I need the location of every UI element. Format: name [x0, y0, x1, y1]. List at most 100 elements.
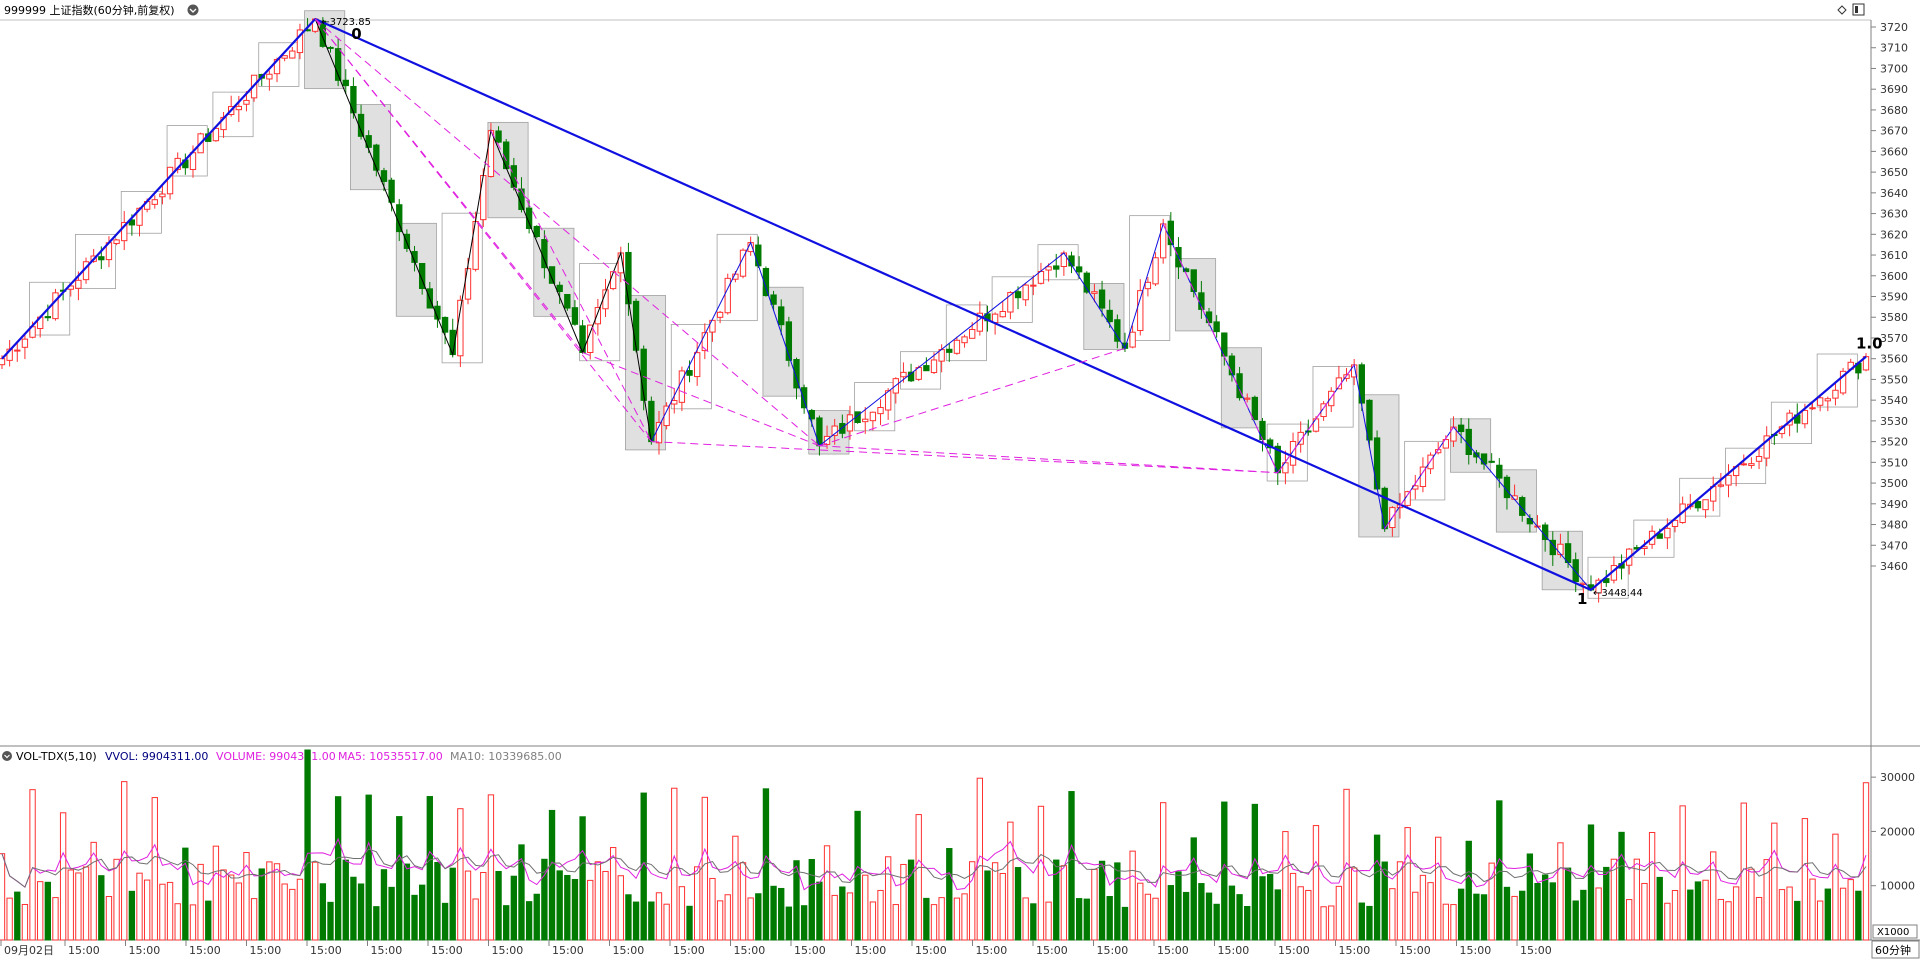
volume-bar-down	[357, 883, 365, 941]
time-tick-label: 15:00	[68, 944, 100, 957]
volume-bar-up	[823, 845, 831, 941]
time-tick-label: 15:00	[552, 944, 584, 957]
time-tick-label: 15:00	[310, 944, 342, 957]
fib-dashed-line	[582, 352, 820, 447]
range-box	[945, 304, 987, 362]
volume-bar-up	[1778, 889, 1786, 941]
candle-up	[1839, 370, 1847, 394]
ma5-line	[1, 837, 1867, 891]
volume-bar-down	[946, 848, 953, 941]
candles	[0, 17, 1870, 603]
candle-up	[1442, 439, 1450, 449]
candle-down	[686, 370, 693, 376]
candle-up	[1702, 499, 1709, 511]
volume-bar-up	[1320, 906, 1327, 941]
price-tick-label: 3460	[1880, 560, 1908, 573]
range-box	[1312, 366, 1354, 428]
price-tick-label: 3700	[1880, 62, 1908, 75]
candle-up	[1427, 454, 1434, 470]
ma5-label: MA5: 10535517.00	[338, 750, 443, 763]
candle-down	[1480, 453, 1488, 465]
chevron-down-icon[interactable]	[2, 751, 12, 761]
candle-up	[1809, 407, 1816, 410]
candle-down	[380, 170, 388, 182]
time-tick-label: 15:00	[976, 944, 1008, 957]
candle-up	[480, 175, 487, 221]
fib-dashed-line	[651, 441, 1278, 474]
chevron-down-icon[interactable]	[187, 4, 199, 16]
candle-up	[189, 152, 197, 170]
candle-up	[1129, 331, 1136, 348]
time-tick-label: 15:00	[1520, 944, 1552, 957]
time-tick-label: 15:00	[189, 944, 221, 957]
candle-down	[334, 48, 342, 81]
volume-bar-up	[930, 904, 938, 941]
candle-up	[1671, 519, 1679, 528]
volume-bar-up	[999, 872, 1006, 941]
candle-up	[1244, 397, 1251, 400]
volume-bar-down	[258, 868, 265, 941]
volume-bar-down	[1098, 860, 1106, 941]
candle-up	[14, 349, 21, 352]
volume-bar-up	[862, 874, 869, 941]
volume-bar-down	[1266, 873, 1274, 941]
volume-bar-down	[556, 870, 563, 941]
volume-bar-up	[1488, 862, 1495, 941]
candle-down	[839, 423, 846, 434]
candle-down	[327, 46, 334, 49]
candle-down	[793, 359, 800, 389]
range-box	[1679, 477, 1721, 517]
price-tick-label: 3630	[1880, 208, 1908, 221]
window-icon[interactable]	[1852, 3, 1865, 16]
period-box[interactable]: 60分钟	[1871, 940, 1920, 959]
volume-bar-up	[82, 866, 90, 941]
volume-bar-up	[1037, 805, 1045, 941]
volume-bar-down	[816, 881, 823, 941]
candle-down	[1083, 272, 1090, 293]
volume-bar-down	[1121, 906, 1129, 941]
volume-bar-up	[1679, 805, 1686, 941]
volume-bar-up	[1129, 850, 1136, 941]
candle-up	[1144, 281, 1152, 290]
candle-up	[877, 406, 884, 415]
volume-label: VOLUME: 9904311.00	[216, 750, 336, 763]
diamond-icon[interactable]	[1837, 5, 1847, 15]
candle-down	[1358, 364, 1365, 404]
volume-bar-down	[1564, 867, 1572, 941]
volume-bar-up	[1419, 874, 1427, 941]
volume-bar-up	[953, 897, 961, 941]
volume-bar-up	[1335, 885, 1343, 941]
unit-label: X1000	[1877, 927, 1909, 938]
volume-bar-down	[648, 901, 655, 941]
ma10-line	[1, 848, 1867, 888]
volume-bar-up	[1137, 882, 1144, 941]
price-tick-label: 3590	[1880, 291, 1908, 304]
candle-down	[1182, 268, 1190, 273]
time-tick-label: 15:00	[734, 944, 766, 957]
candle-up	[1404, 491, 1411, 506]
fib-dashed-line	[1162, 223, 1279, 473]
candle-up	[289, 50, 296, 59]
volume-bar-down	[808, 859, 815, 941]
volume-bar-down	[510, 875, 518, 941]
candle-up	[296, 29, 304, 54]
range-box	[1587, 556, 1629, 599]
volume-bar-down	[441, 902, 449, 941]
price-tick-label: 3490	[1880, 498, 1908, 511]
candle-down	[1572, 559, 1579, 583]
volume-bar-up	[0, 853, 6, 941]
volume-bar-up	[90, 841, 97, 941]
indicator-name: VOL-TDX(5,10)	[16, 750, 97, 763]
volume-tick-label: 20000	[1880, 825, 1915, 838]
price-tick-label: 3530	[1880, 415, 1908, 428]
volume-bar-up	[663, 903, 670, 941]
volume-bar-up	[29, 789, 36, 941]
volume-bar-down	[411, 894, 418, 941]
volume-tick-label: 10000	[1880, 880, 1915, 893]
candle-down	[44, 316, 52, 319]
volume-bar-down	[434, 862, 441, 941]
volume-bar-up	[289, 888, 296, 941]
chart-title: 999999 上证指数(60分钟,前复权)	[4, 3, 175, 17]
volume-bar-down	[388, 886, 395, 941]
volume-bar-up	[1091, 868, 1098, 941]
